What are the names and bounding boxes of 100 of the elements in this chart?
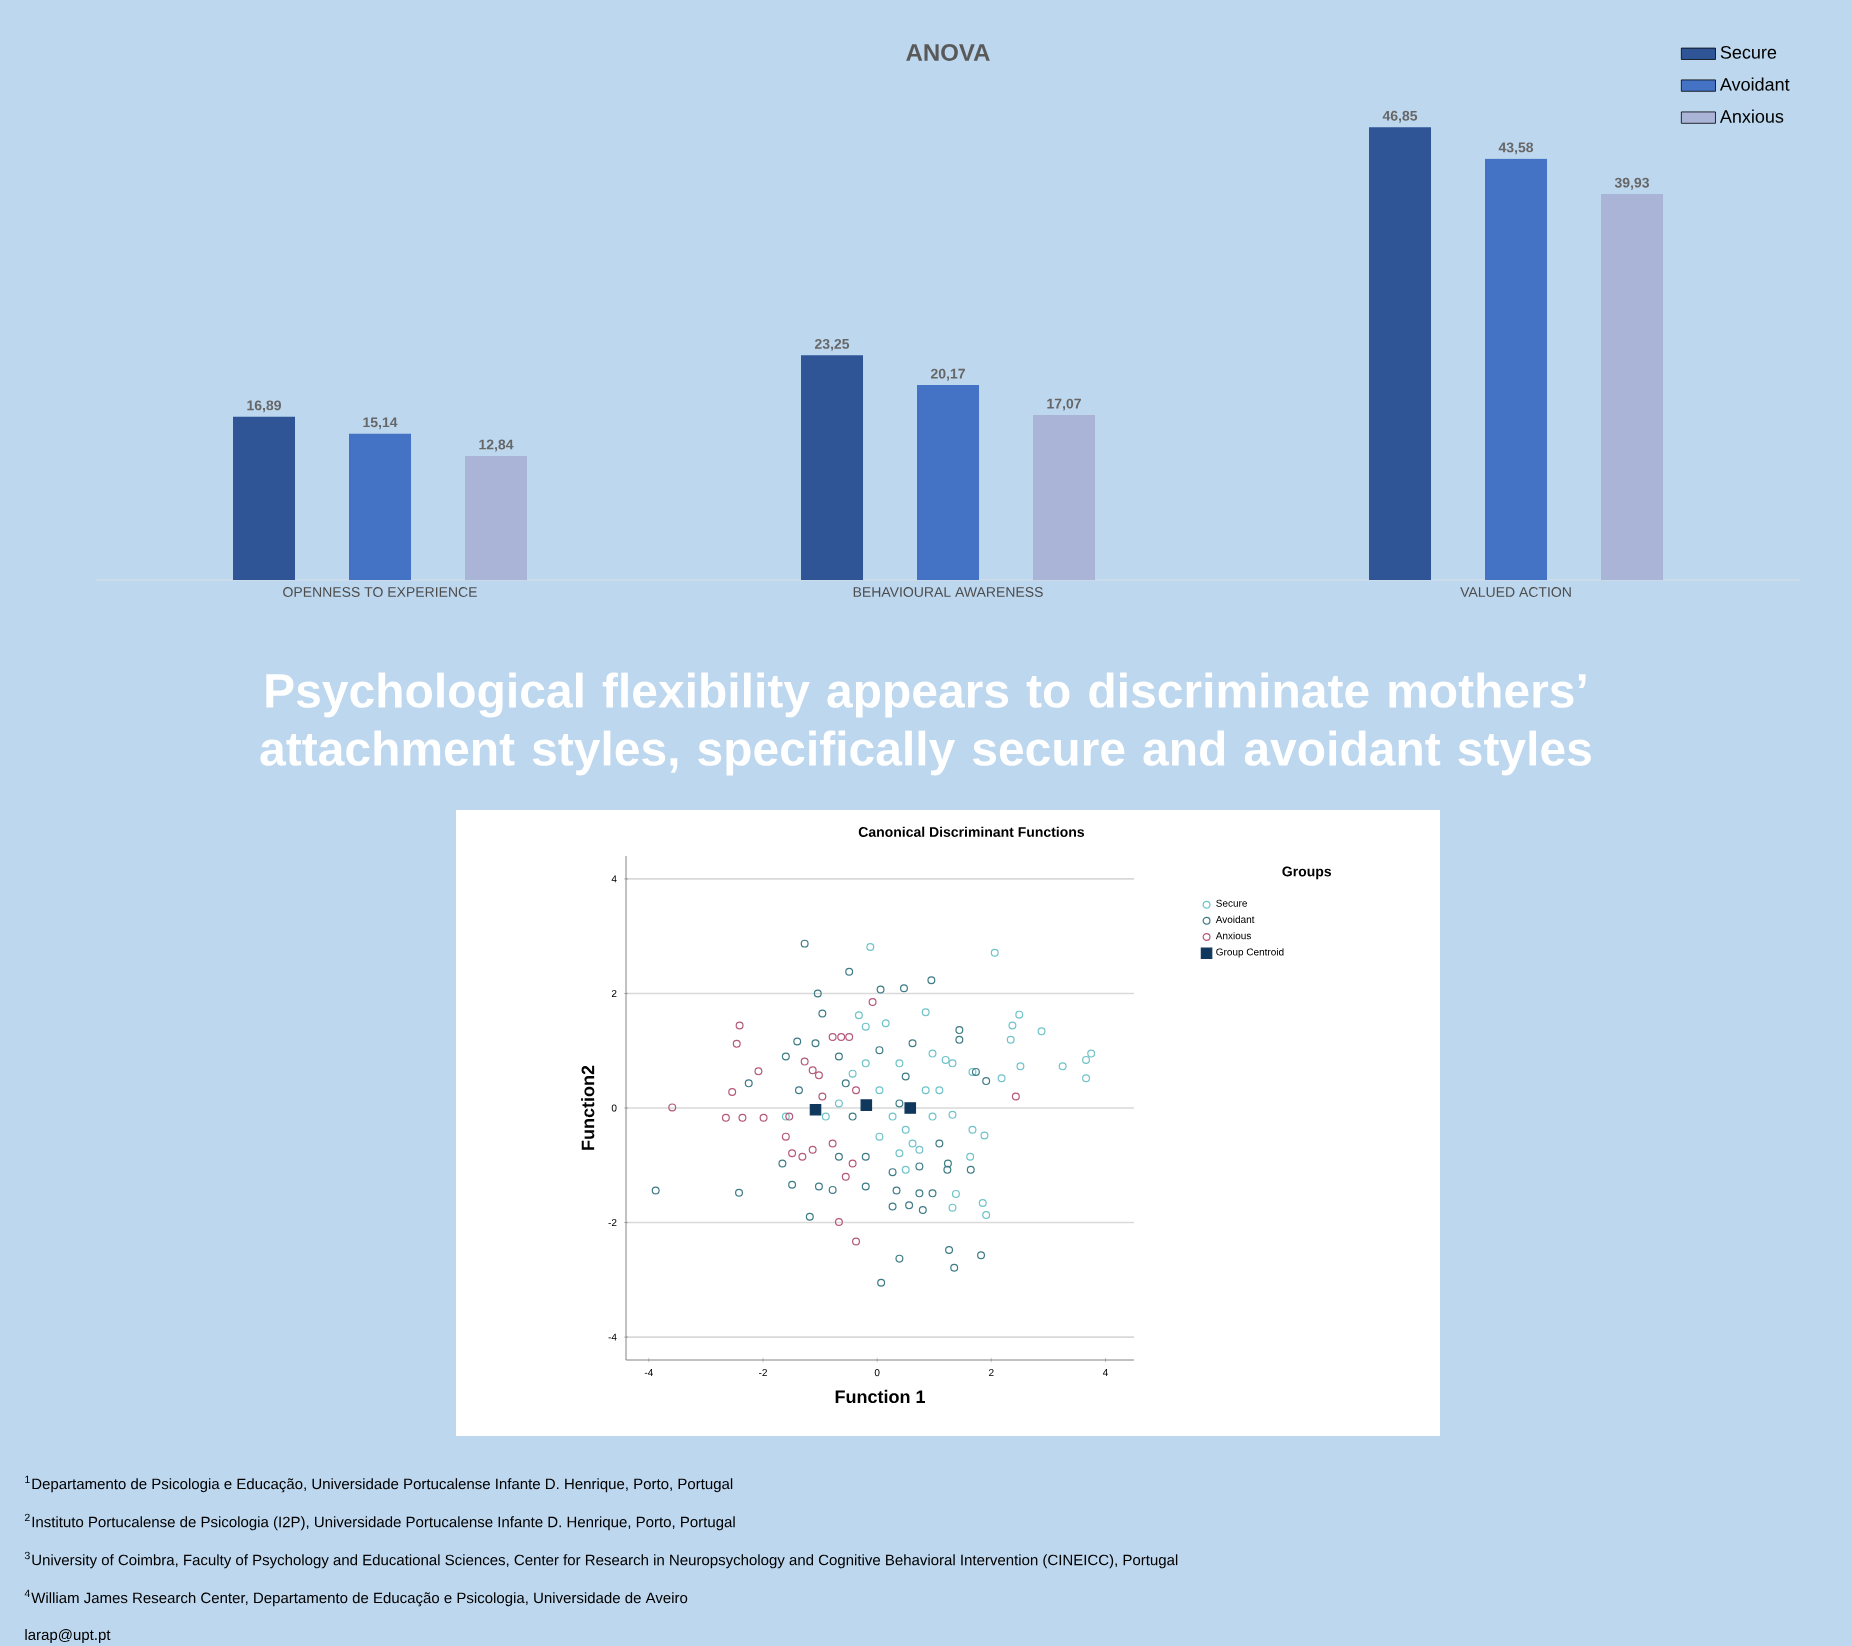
point — [798, 1152, 807, 1161]
point — [877, 1278, 886, 1287]
point — [868, 998, 877, 1007]
point — [1037, 1027, 1046, 1036]
point — [828, 1139, 837, 1148]
point — [651, 1186, 660, 1195]
point — [918, 1205, 927, 1214]
point — [915, 1145, 924, 1154]
point — [721, 1113, 730, 1122]
point — [895, 1099, 904, 1108]
point — [915, 1189, 924, 1198]
point — [800, 1057, 809, 1066]
bar — [801, 355, 864, 580]
point — [860, 1099, 873, 1111]
point — [793, 1037, 802, 1046]
point — [888, 1168, 897, 1177]
point — [735, 1188, 744, 1197]
point — [1087, 1049, 1096, 1058]
chart-title: ANOVA — [906, 43, 990, 61]
point — [875, 1086, 884, 1095]
point — [845, 1032, 854, 1041]
point — [941, 1055, 950, 1064]
y-axis-title: Function2 — [581, 1065, 595, 1150]
bar — [465, 455, 528, 580]
point — [950, 1263, 959, 1272]
point — [1008, 1021, 1017, 1030]
point — [943, 1165, 952, 1174]
point — [861, 1152, 870, 1161]
point — [728, 1087, 737, 1096]
point — [828, 1185, 837, 1194]
point — [814, 1182, 823, 1191]
point — [948, 1203, 957, 1212]
point — [800, 939, 809, 948]
point — [951, 1189, 960, 1198]
point — [935, 1139, 944, 1148]
point — [841, 1079, 850, 1088]
point — [834, 1217, 843, 1226]
point — [834, 1052, 843, 1061]
point — [818, 1009, 827, 1018]
point — [1011, 1092, 1020, 1101]
point — [901, 1125, 910, 1134]
point — [955, 1035, 964, 1044]
point — [841, 1172, 850, 1181]
point — [945, 1246, 954, 1255]
point — [997, 1074, 1006, 1083]
x-axis-title: Function 1 — [835, 1389, 925, 1404]
point — [915, 1162, 924, 1171]
point — [875, 1132, 884, 1141]
point — [732, 1039, 741, 1048]
point — [901, 1072, 910, 1081]
point — [834, 1099, 843, 1108]
point — [921, 1008, 930, 1017]
point — [759, 1113, 768, 1122]
point — [866, 943, 875, 952]
point — [978, 1199, 987, 1208]
point — [1082, 1055, 1091, 1064]
point — [1082, 1074, 1091, 1083]
point — [808, 1145, 817, 1154]
point — [955, 1026, 964, 1035]
point — [901, 1165, 910, 1174]
point — [788, 1180, 797, 1189]
point — [895, 1059, 904, 1068]
point — [837, 1032, 846, 1041]
point — [848, 1112, 857, 1121]
bar — [1033, 415, 1096, 580]
point — [788, 1149, 797, 1158]
point — [895, 1254, 904, 1263]
point — [794, 1086, 803, 1095]
point — [811, 1039, 820, 1048]
point — [852, 1086, 861, 1095]
point — [814, 1071, 823, 1080]
legend-label: Secure — [1720, 45, 1777, 59]
point — [828, 1032, 837, 1041]
point — [888, 1112, 897, 1121]
point — [982, 1211, 991, 1220]
point — [895, 1149, 904, 1158]
point — [861, 1182, 870, 1191]
point — [845, 967, 854, 976]
point — [781, 1132, 790, 1141]
point — [875, 1046, 884, 1055]
point — [735, 1021, 744, 1030]
point — [809, 1103, 822, 1116]
point — [848, 1069, 857, 1078]
point — [876, 985, 885, 994]
point — [854, 1011, 863, 1020]
point — [754, 1067, 763, 1076]
bar — [917, 385, 980, 580]
point — [805, 1212, 814, 1221]
bar — [349, 433, 412, 580]
point — [928, 1189, 937, 1198]
point — [852, 1237, 861, 1246]
point — [904, 1102, 917, 1114]
legend-label: Anxious — [1719, 109, 1784, 123]
point — [813, 989, 822, 998]
point — [908, 1139, 917, 1148]
point — [982, 1077, 991, 1086]
bar — [1369, 127, 1432, 580]
point — [808, 1066, 817, 1075]
bar — [233, 416, 295, 580]
point — [861, 1022, 870, 1031]
